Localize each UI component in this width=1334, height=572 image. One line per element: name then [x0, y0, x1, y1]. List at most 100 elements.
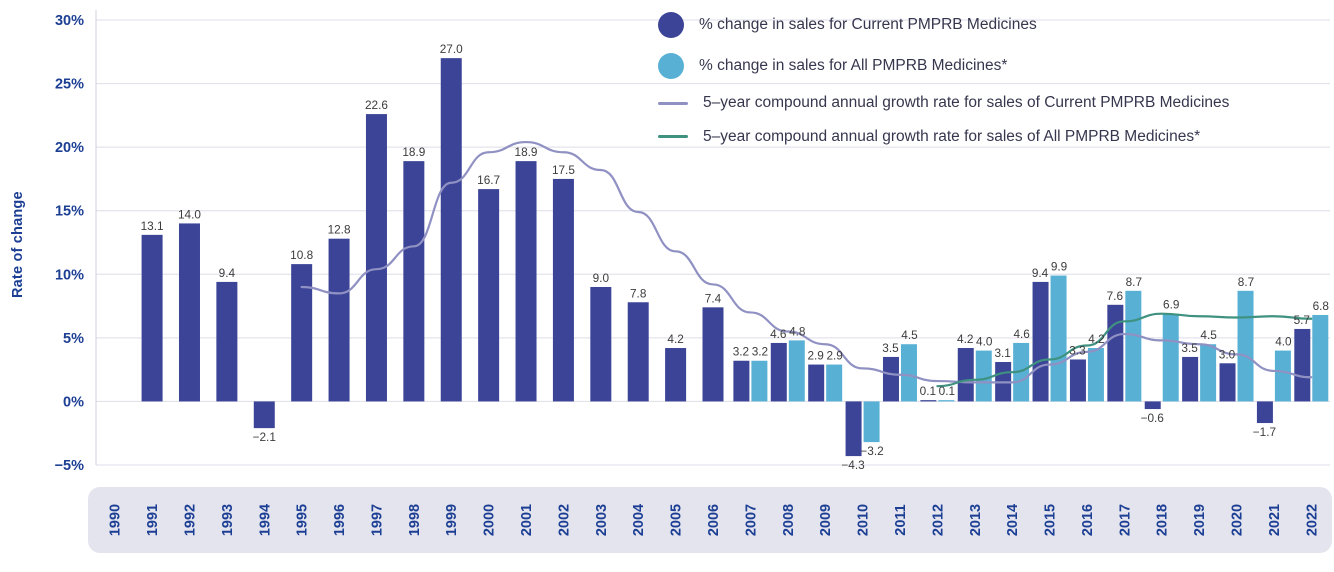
x-tick-label: 2019	[1192, 504, 1208, 536]
y-tick-label: 0%	[63, 394, 84, 410]
x-tick-label: 1996	[332, 504, 348, 536]
bar	[440, 58, 462, 402]
x-tick-label: 2014	[1005, 504, 1021, 536]
bar-value-label: 4.6	[770, 327, 787, 341]
bar-value-label: 7.8	[630, 286, 647, 300]
bar-value-label: 3.1	[994, 346, 1010, 360]
y-tick-label: 10%	[55, 267, 84, 283]
bar-value-label: 6.8	[1313, 299, 1330, 313]
bar	[627, 302, 649, 402]
bar	[403, 161, 425, 402]
bar	[863, 401, 880, 443]
bar	[920, 400, 937, 402]
legend: % change in sales for Current PMPRB Medi…	[658, 12, 1229, 146]
bar-value-label: −1.7	[1253, 425, 1276, 439]
bar	[1144, 401, 1161, 410]
bar	[938, 400, 955, 402]
bar	[733, 360, 750, 402]
x-tick-label: 2021	[1267, 504, 1283, 536]
legend-item-all-bars: % change in sales for All PMPRB Medicine…	[658, 53, 1229, 79]
bar	[1013, 342, 1030, 402]
bar-value-label: 7.6	[1107, 289, 1124, 303]
x-tick-label: 2002	[556, 504, 572, 536]
bar-value-label: −0.6	[1141, 411, 1165, 425]
legend-item-all-cagr: 5–year compound annual growth rate for s…	[658, 128, 1229, 147]
bar-value-label: 12.8	[328, 223, 351, 237]
bar	[328, 238, 350, 402]
x-tick-label: 2008	[781, 504, 797, 536]
bar	[702, 307, 724, 402]
bar-value-label: 18.9	[402, 145, 425, 159]
y-tick-label: 20%	[55, 140, 84, 156]
bar-value-label: 9.4	[219, 266, 236, 280]
x-tick-label: 2000	[482, 504, 498, 536]
bar-value-label: 9.4	[1032, 266, 1049, 280]
x-tick-label: 2004	[631, 504, 647, 536]
x-tick-label: 1995	[295, 504, 311, 536]
x-tick-label: 1997	[369, 504, 385, 536]
bar-value-label: 3.5	[1181, 341, 1198, 355]
bar-value-label: 4.2	[1088, 332, 1104, 346]
bar-value-label: 4.8	[789, 324, 806, 338]
x-tick-label: 1991	[145, 504, 161, 536]
legend-item-current-cagr: 5–year compound annual growth rate for s…	[658, 94, 1229, 113]
bar	[900, 344, 917, 402]
bar-value-label: 16.7	[477, 173, 500, 187]
bar	[1032, 281, 1049, 402]
x-tick-label: 2013	[968, 504, 984, 536]
y-tick-label: 5%	[63, 331, 84, 347]
bar	[365, 114, 387, 402]
x-tick-label: 1994	[257, 504, 273, 536]
legend-label-all-cagr: 5–year compound annual growth rate for s…	[703, 127, 1201, 145]
y-tick-label: −5%	[55, 458, 85, 474]
x-axis-band	[88, 487, 1332, 553]
bar-value-label: 9.0	[593, 271, 610, 285]
bar	[808, 364, 825, 402]
x-tick-label: 2018	[1155, 504, 1171, 536]
x-tick-label: 2022	[1304, 504, 1320, 536]
bar-value-label: 3.2	[733, 345, 749, 359]
bar	[1107, 304, 1124, 402]
bar-value-label: 8.7	[1238, 275, 1254, 289]
bar	[1219, 363, 1236, 402]
bar-value-label: 2.9	[807, 349, 823, 363]
bar	[788, 340, 805, 402]
bar-value-label: 0.1	[920, 384, 936, 398]
legend-line-current-icon	[658, 101, 688, 105]
bar	[590, 287, 612, 402]
bar-value-label: −4.3	[841, 458, 865, 472]
bar	[515, 161, 537, 402]
bar	[178, 223, 200, 402]
bar	[665, 348, 687, 402]
bar-value-label: 3.2	[752, 345, 768, 359]
bar	[1182, 356, 1199, 402]
x-tick-label: 1999	[444, 504, 460, 536]
y-tick-label: 15%	[55, 204, 84, 220]
bar	[291, 264, 313, 402]
x-tick-label: 2011	[893, 504, 909, 535]
bar-value-label: 4.0	[1275, 335, 1292, 349]
bar-value-label: 7.4	[705, 291, 722, 305]
legend-line-all-icon	[658, 135, 688, 139]
bar-value-label: 14.0	[178, 207, 201, 221]
bar-value-label: 27.0	[440, 42, 463, 56]
x-tick-label: 2001	[519, 504, 535, 536]
y-tick-label: 30%	[55, 13, 84, 29]
bar-value-label: 0.1	[939, 384, 955, 398]
bar	[1087, 348, 1104, 402]
bar	[845, 401, 862, 457]
bar	[1274, 350, 1291, 402]
bar-value-label: 13.1	[141, 219, 164, 233]
x-tick-label: 2020	[1230, 504, 1246, 536]
x-tick-label: 2016	[1080, 504, 1096, 536]
bar	[1256, 401, 1273, 424]
x-tick-label: 2009	[818, 504, 834, 536]
x-tick-label: 1998	[407, 504, 423, 536]
bar	[1069, 359, 1086, 402]
bar-value-label: 4.2	[667, 332, 683, 346]
bar	[1162, 313, 1179, 402]
bar-value-label: 4.6	[1013, 327, 1030, 341]
bar-value-label: 3.5	[882, 341, 899, 355]
legend-item-current-bars: % change in sales for Current PMPRB Medi…	[658, 12, 1229, 38]
